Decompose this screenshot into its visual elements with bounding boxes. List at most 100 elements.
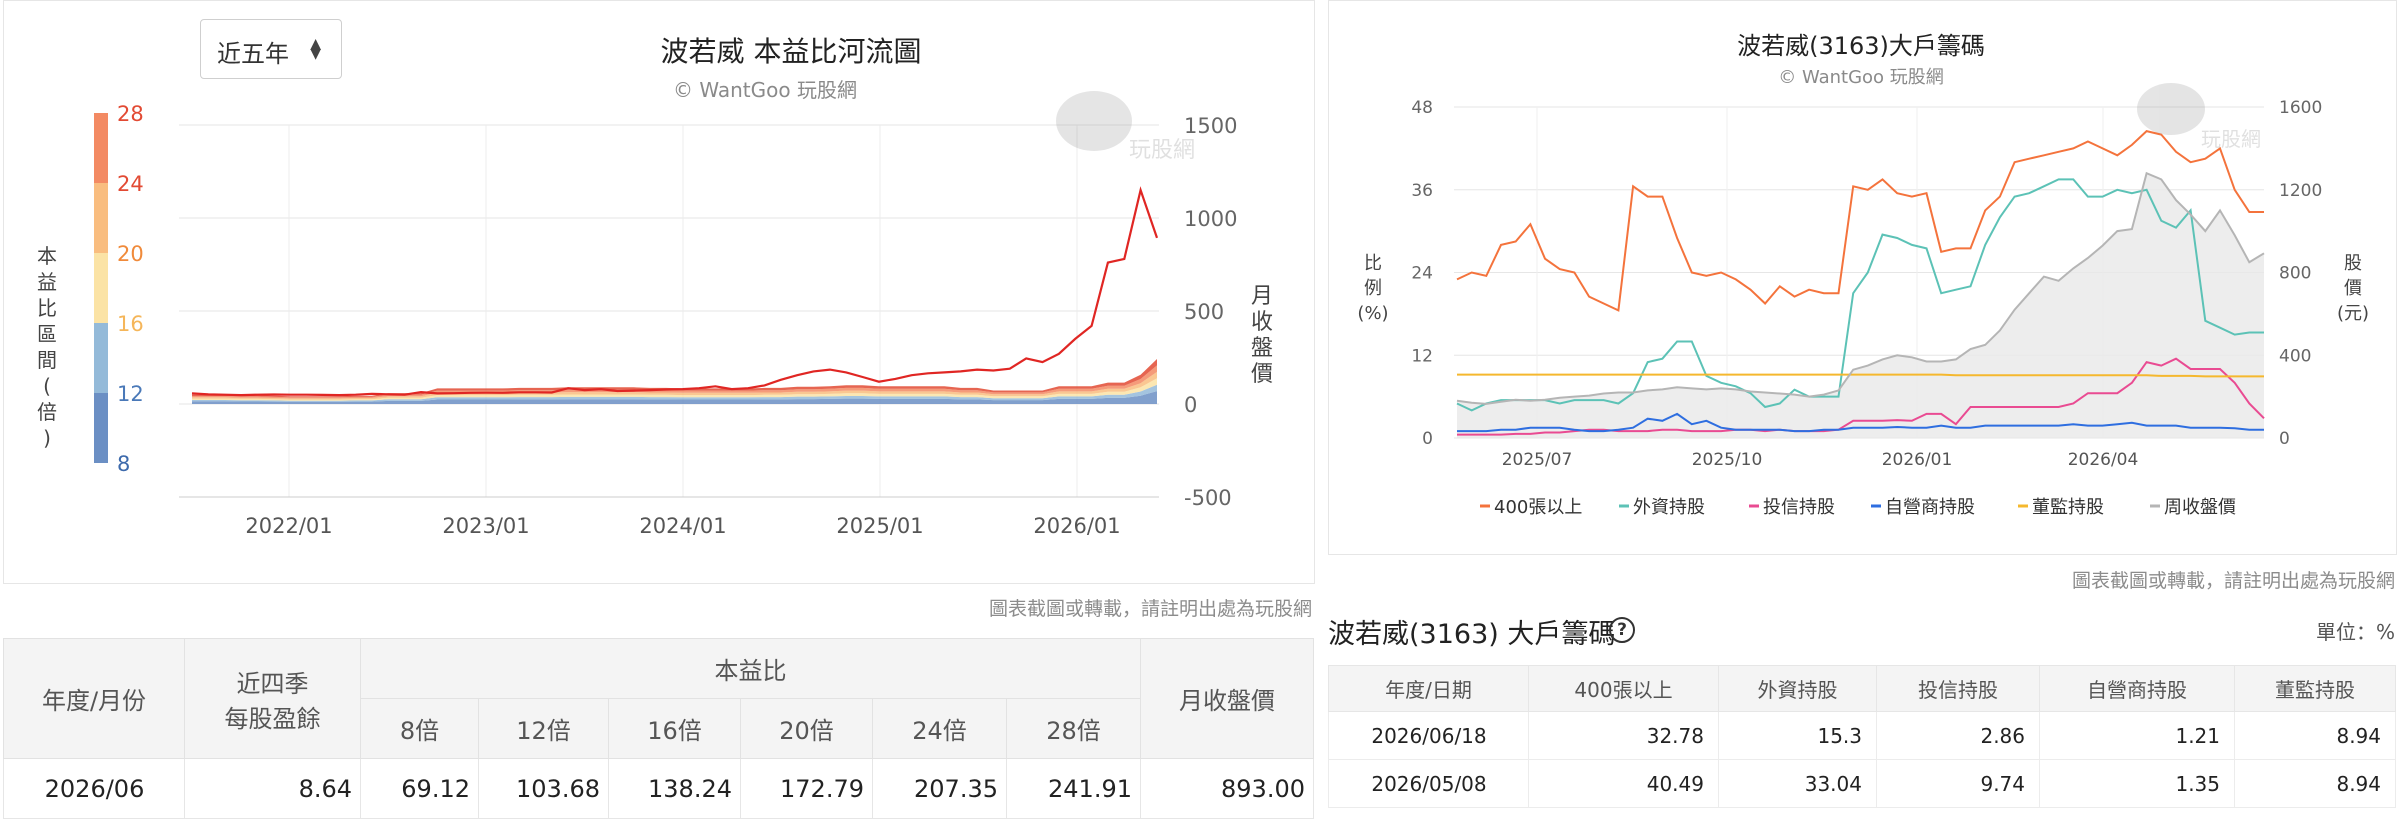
pe-color-scale: 28 24 20 16 12 8 — [94, 102, 144, 476]
holders-y-tick-label: 36 — [1411, 181, 1433, 201]
pe-river-bands — [192, 359, 1157, 404]
pe-scale-segment — [94, 113, 108, 183]
holders-y-tick-label: 48 — [1411, 98, 1433, 118]
holders-right-axis-label: 股價 (元) — [2337, 253, 2369, 324]
pe-left-axis-char: 間 — [37, 348, 57, 372]
cell-date: 2026/06 — [3, 758, 185, 819]
pe-x-tick-label: 2025/01 — [836, 514, 923, 538]
cell-price: 893.00 — [1140, 758, 1314, 819]
pe-scale-segment — [94, 393, 108, 463]
holders-chart-subtitle: © WantGoo 玩股網 — [1778, 67, 1944, 88]
holders-x-tick-label: 2026/01 — [1882, 450, 1953, 470]
pe-price-line-group — [191, 186, 1159, 397]
pe-scale-segment — [94, 183, 108, 253]
cell-400-lots: 32.78 — [1528, 711, 1719, 760]
cell-pe-16: 138.24 — [608, 758, 741, 819]
pe-right-axis-char: 盤 — [1251, 336, 1273, 361]
holders-y2-tick-label: 800 — [2279, 264, 2311, 284]
pe-band-20-24 — [192, 365, 1157, 399]
holders-x-tick-label: 2025/10 — [1692, 450, 1763, 470]
pe-band-0-8 — [192, 391, 1157, 404]
legend-item-label: 400張以上 — [1494, 497, 1582, 518]
pe-scale-label: 16 — [117, 312, 144, 336]
col-header-eps-line1: 近四季 — [236, 669, 309, 698]
col-header-directors: 董監持股 — [2234, 665, 2396, 712]
legend-item-label: 董監持股 — [2032, 497, 2104, 518]
pe-x-tick-label: 2022/01 — [245, 514, 332, 538]
pe-copyright-note: 圖表截圖或轉載，請註明出處為玩股網 — [988, 598, 1312, 620]
unit-label: 單位：% — [2315, 620, 2395, 644]
holders-y2-tick-label: 0 — [2279, 429, 2290, 449]
pe-scale-label: 24 — [117, 172, 144, 196]
pe-chart-subtitle: © WantGoo 玩股網 — [673, 78, 857, 102]
pe-x-tick-label: 2024/01 — [639, 514, 726, 538]
holders-left-axis-text: (%) — [1357, 303, 1388, 324]
pe-band-16-20 — [192, 371, 1157, 400]
holders-series-line-4 — [1457, 373, 2264, 378]
holders-left-axis-label: 比例 (%) — [1357, 253, 1388, 324]
pe-watermark-text: 玩股網 — [1129, 138, 1195, 163]
holders-y-tick-label: 0 — [1422, 429, 1433, 449]
pe-x-tick-label: 2026/01 — [1033, 514, 1120, 538]
holders-table: 年度/日期 400張以上 外資持股 投信持股 自營商持股 董監持股 2026/0… — [1328, 665, 2396, 808]
cell-eps: 8.64 — [184, 758, 361, 819]
col-header-pe-20: 20倍 — [740, 698, 873, 759]
col-header-foreign: 外資持股 — [1718, 665, 1877, 712]
holders-left-axis-text: 例 — [1364, 278, 1382, 299]
pe-band-8-12 — [192, 384, 1157, 402]
holders-legend: 400張以上 外資持股 投信持股 自營商持股 董監持股 周收盤價 — [1480, 497, 2236, 518]
pe-left-axis-char: ) — [43, 426, 51, 450]
cell-pe-12: 103.68 — [478, 758, 609, 819]
cell-foreign: 33.04 — [1718, 759, 1877, 808]
pe-y2-tick-label: 1500 — [1184, 114, 1237, 138]
pe-river-chart-panel: 1500 1000 500 0 -500 2022/01 2023/01 2024/01 202… — [3, 0, 1315, 584]
holders-y2-tick-label: 1200 — [2279, 181, 2322, 201]
pe-right-axis-label: 月收盤價 — [1251, 284, 1273, 387]
pe-price-line — [191, 186, 1159, 397]
holders-series-lines — [1456, 130, 2265, 436]
pe-axes: 1500 1000 500 0 -500 2022/01 2023/01 2024/01 202… — [179, 114, 1237, 538]
holders-chart-title: 波若威(3163)大戶籌碼 — [1737, 32, 1985, 60]
col-header-pe-8: 8倍 — [360, 698, 479, 759]
pe-left-axis-char: ( — [43, 374, 51, 398]
cell-dealer: 1.35 — [2039, 759, 2235, 808]
holders-watermark-text: 玩股網 — [2201, 127, 2261, 151]
pe-right-axis-char: 月 — [1251, 284, 1273, 309]
holders-right-axis-text: 價 — [2344, 278, 2362, 299]
pe-y2-tick-label: 1000 — [1184, 207, 1237, 231]
col-header-pe-12: 12倍 — [478, 698, 609, 759]
pe-y2-tick-label: -500 — [1184, 486, 1232, 510]
col-header-eps-line2: 每股盈餘 — [224, 704, 321, 733]
holders-right-axis-text: (元) — [2337, 303, 2369, 324]
holders-series-line-3 — [1457, 412, 2264, 433]
col-header-trust: 投信持股 — [1876, 665, 2040, 712]
legend-item-label: 外資持股 — [1633, 497, 1705, 518]
help-icon[interactable]: ? — [1609, 617, 1635, 643]
holders-x-tick-label: 2026/04 — [2068, 450, 2139, 470]
cell-trust: 2.86 — [1876, 711, 2040, 760]
wantgoo-logo-watermark: 玩股網 — [2137, 83, 2261, 151]
holders-chart: 0 12 24 36 48 0 400 800 1200 1600 2025/07 2025/10 20… — [1357, 32, 2369, 518]
holders-y2-tick-label: 400 — [2279, 346, 2311, 366]
col-header-pe-group: 本益比 — [360, 638, 1141, 699]
weekly-price-fill — [1457, 173, 2264, 438]
holders-y-tick-label: 24 — [1411, 264, 1433, 284]
pe-left-axis-char: 倍 — [37, 400, 57, 424]
col-header-pe-28: 28倍 — [1006, 698, 1141, 759]
cell-date: 2026/06/18 — [1328, 711, 1529, 760]
cell-directors: 8.94 — [2234, 711, 2396, 760]
holders-series-line-5 — [1456, 171, 2265, 405]
col-header-400-lots: 400張以上 — [1528, 665, 1719, 712]
holders-chart-panel: 0 12 24 36 48 0 400 800 1200 1600 2025/07 2025/10 20… — [1328, 0, 2397, 555]
cell-pe-20: 172.79 — [740, 758, 873, 819]
pe-right-axis-char: 收 — [1251, 310, 1273, 335]
period-range-select[interactable]: 近五年 ▲ ▼ — [200, 19, 342, 79]
pe-band-24-28 — [192, 359, 1157, 398]
col-header-pe-24: 24倍 — [872, 698, 1007, 759]
pe-scale-label: 12 — [117, 382, 144, 406]
weekly-price-area — [1457, 173, 2264, 438]
cell-pe-28: 241.91 — [1006, 758, 1141, 819]
holders-right-axis-text: 股 — [2344, 253, 2362, 274]
select-updown-icon: ▲ ▼ — [310, 36, 321, 62]
holders-copyright-note: 圖表截圖或轉載，請註明出處為玩股網 — [2071, 570, 2395, 592]
